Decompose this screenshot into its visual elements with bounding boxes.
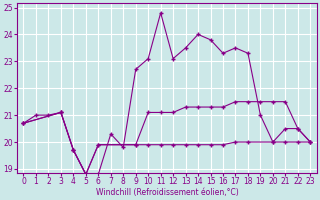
X-axis label: Windchill (Refroidissement éolien,°C): Windchill (Refroidissement éolien,°C) bbox=[96, 188, 238, 197]
